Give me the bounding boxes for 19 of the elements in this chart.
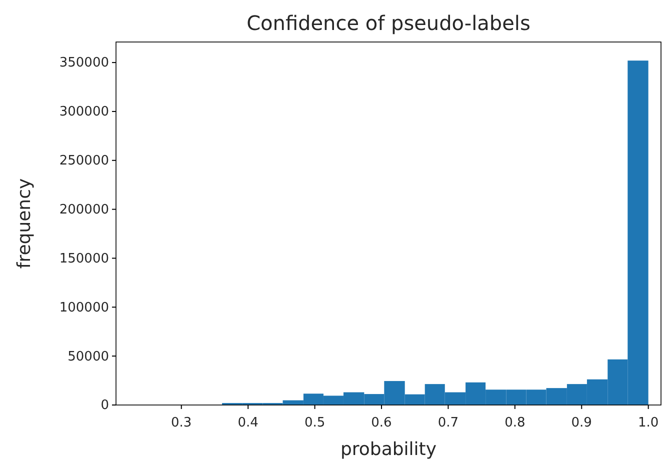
x-axis-title: probability xyxy=(340,439,437,460)
x-tick-label: 0.6 xyxy=(371,415,392,430)
y-tick-label: 150000 xyxy=(59,251,109,266)
y-axis-title: frequency xyxy=(14,178,35,269)
chart-title: Confidence of pseudo-labels xyxy=(246,11,530,35)
y-tick-label: 300000 xyxy=(59,104,109,120)
y-tick-label: 50000 xyxy=(68,349,109,364)
x-tick-label: 0.8 xyxy=(504,415,526,430)
y-tick-label: 250000 xyxy=(59,154,109,169)
x-tick-label: 0.4 xyxy=(238,415,258,430)
y-tick-label: 350000 xyxy=(59,56,109,71)
x-tick-label: 0.5 xyxy=(304,415,326,430)
y-tick-label: 200000 xyxy=(59,202,109,218)
y-tick-label: 100000 xyxy=(59,300,109,316)
x-tick-label: 1.0 xyxy=(638,415,659,430)
x-tick-label: 0.3 xyxy=(171,415,192,430)
y-tick-label: 0 xyxy=(100,398,109,414)
x-tick-label: 0.7 xyxy=(438,415,459,430)
x-tick-label: 0.9 xyxy=(571,415,592,430)
